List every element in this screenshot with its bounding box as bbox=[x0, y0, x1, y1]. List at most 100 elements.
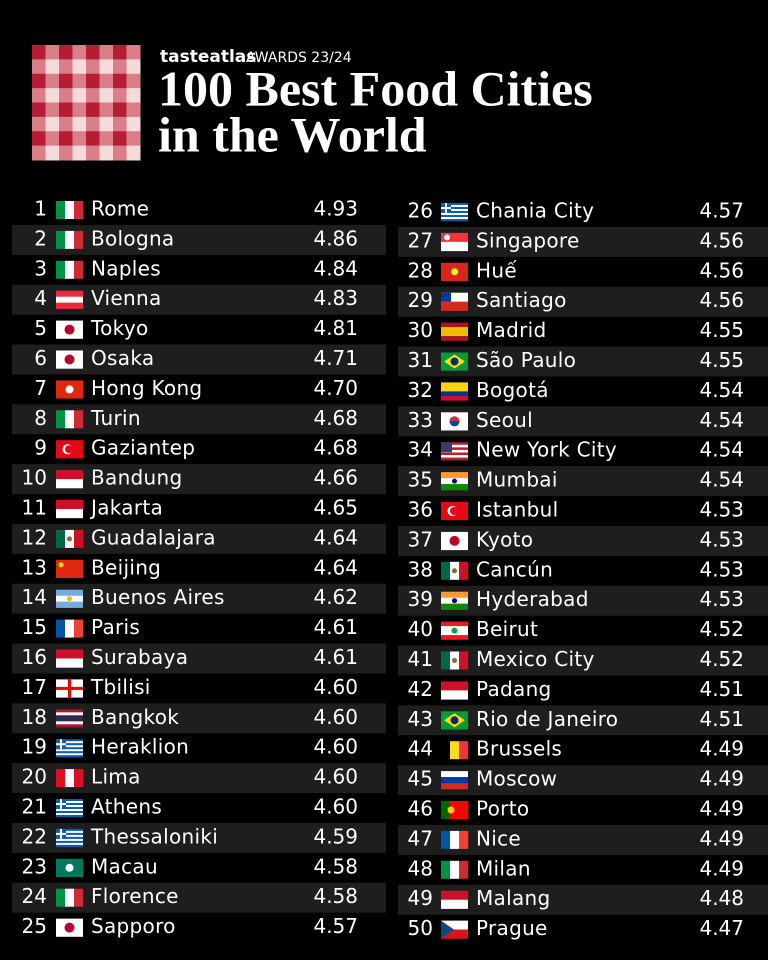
flag-part bbox=[441, 591, 468, 598]
flag-part bbox=[441, 232, 468, 243]
flag bbox=[56, 320, 83, 339]
logo-cell bbox=[86, 116, 100, 132]
flag-part bbox=[441, 292, 468, 302]
flag-part bbox=[441, 219, 468, 222]
logo-cell bbox=[113, 102, 127, 118]
flag bbox=[441, 801, 469, 819]
score: 4.70 bbox=[313, 376, 358, 400]
flag-part bbox=[56, 832, 66, 835]
city: Guadalajara bbox=[91, 525, 216, 549]
flag-part bbox=[441, 215, 468, 218]
flag-part bbox=[451, 268, 458, 276]
flag-part bbox=[56, 753, 83, 756]
score: 4.86 bbox=[313, 226, 358, 250]
flag-part bbox=[441, 395, 468, 401]
flag bbox=[56, 380, 83, 399]
logo-cell bbox=[86, 73, 100, 89]
flag-part bbox=[65, 863, 74, 872]
flag bbox=[56, 769, 84, 788]
logo-cell bbox=[99, 88, 114, 103]
city: Rio de Janeiro bbox=[476, 707, 618, 731]
flag-part bbox=[56, 743, 83, 746]
logo-cell bbox=[45, 59, 60, 75]
logo-cell bbox=[45, 131, 60, 147]
flag bbox=[441, 561, 469, 580]
score: 4.84 bbox=[313, 256, 358, 280]
city: Naples bbox=[91, 256, 161, 280]
score: 4.66 bbox=[313, 466, 358, 490]
flag-part bbox=[441, 203, 468, 206]
flag-part bbox=[447, 806, 455, 814]
city: Jakarta bbox=[89, 496, 163, 520]
logo-cell bbox=[126, 45, 141, 60]
flag-part bbox=[56, 815, 83, 818]
city: Beirut bbox=[476, 617, 538, 641]
rank: 10 bbox=[22, 466, 47, 490]
flag-part bbox=[56, 712, 83, 716]
title: in the World bbox=[158, 106, 427, 162]
city: Porto bbox=[476, 797, 529, 821]
score: 4.52 bbox=[699, 647, 744, 671]
flag-part bbox=[451, 627, 458, 634]
rank: 47 bbox=[408, 826, 433, 850]
flag-part bbox=[441, 386, 468, 392]
logo-cell bbox=[59, 131, 73, 147]
score: 4.48 bbox=[699, 886, 744, 910]
score: 4.81 bbox=[313, 316, 358, 340]
flag bbox=[441, 262, 468, 281]
logo-cell bbox=[113, 145, 127, 161]
flag bbox=[56, 260, 84, 279]
flag-part bbox=[65, 201, 75, 219]
flag-part bbox=[56, 470, 83, 480]
rank: 39 bbox=[408, 587, 433, 611]
flag-part bbox=[65, 410, 75, 429]
city: Malang bbox=[476, 886, 551, 910]
score: 4.51 bbox=[699, 677, 744, 701]
score: 4.93 bbox=[313, 197, 358, 221]
flag-part bbox=[56, 741, 83, 744]
flag-part bbox=[441, 457, 468, 461]
score: 4.60 bbox=[313, 735, 358, 759]
logo-cell bbox=[86, 45, 100, 60]
flag bbox=[56, 799, 83, 818]
flag-part bbox=[441, 336, 468, 341]
flag-part bbox=[441, 651, 451, 670]
flag-part bbox=[56, 658, 83, 668]
flag-part bbox=[441, 447, 468, 451]
rank: 14 bbox=[22, 585, 47, 609]
flag-part bbox=[441, 444, 468, 448]
flag-part bbox=[65, 769, 75, 788]
logo-cell bbox=[59, 102, 73, 118]
flag-part bbox=[56, 832, 83, 836]
flag-part bbox=[56, 807, 83, 810]
score: 4.68 bbox=[313, 436, 358, 460]
rank: 16 bbox=[22, 645, 47, 669]
city: Tokyo bbox=[90, 316, 149, 340]
logo-cell bbox=[126, 88, 141, 103]
flag-part bbox=[56, 718, 83, 722]
logo-cell bbox=[45, 73, 60, 89]
city: Moscow bbox=[476, 767, 557, 791]
city: Hong Kong bbox=[91, 376, 202, 400]
flag-part bbox=[56, 834, 83, 838]
score: 4.62 bbox=[313, 585, 358, 609]
flag-part bbox=[56, 589, 83, 596]
flag bbox=[441, 621, 468, 640]
logo-cell bbox=[86, 102, 100, 118]
flag-part bbox=[56, 838, 83, 842]
city: Osaka bbox=[91, 346, 154, 370]
flag-part bbox=[56, 601, 83, 608]
flag-part bbox=[56, 500, 83, 510]
flag bbox=[56, 290, 83, 309]
city: Athens bbox=[91, 795, 162, 819]
rank: 41 bbox=[408, 647, 433, 671]
flag bbox=[441, 292, 468, 311]
flag bbox=[56, 709, 83, 728]
flag-part bbox=[56, 755, 83, 758]
logo-cell bbox=[126, 102, 141, 118]
flag-part bbox=[441, 690, 468, 700]
rank: 36 bbox=[408, 498, 433, 522]
flag-part bbox=[459, 830, 469, 849]
score: 4.61 bbox=[313, 645, 358, 669]
logo-cell bbox=[113, 88, 127, 103]
